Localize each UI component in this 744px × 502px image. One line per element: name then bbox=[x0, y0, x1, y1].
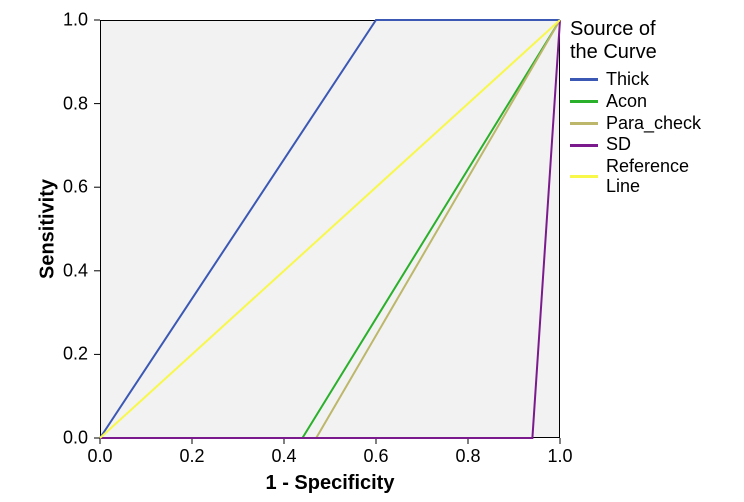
x-axis-label: 1 - Specificity bbox=[266, 472, 395, 495]
x-tick-label: 1.0 bbox=[547, 446, 572, 467]
roc-chart: 1 - Specificity Sensitivity 0.0 0.2 0.4 0.6… bbox=[0, 0, 744, 502]
y-axis-label: Sensitivity bbox=[37, 179, 60, 279]
series-reference-line bbox=[100, 20, 560, 438]
legend-title: Source of the Curve bbox=[570, 18, 701, 64]
legend-swatch bbox=[570, 122, 598, 125]
legend-items: ThickAconPara_checkSDReferenceLine bbox=[570, 70, 701, 197]
legend-label: ReferenceLine bbox=[606, 157, 689, 197]
legend-swatch bbox=[570, 144, 598, 147]
y-tick-label: 1.0 bbox=[63, 10, 88, 31]
plot-lines bbox=[100, 20, 560, 438]
y-tick-label: 0.4 bbox=[63, 260, 88, 281]
legend-swatch bbox=[570, 175, 598, 178]
legend-label: Para_check bbox=[606, 114, 701, 134]
legend-item: Para_check bbox=[570, 114, 701, 134]
legend-label: Acon bbox=[606, 92, 647, 112]
y-tick-label: 0.2 bbox=[63, 344, 88, 365]
y-tick-label: 0.0 bbox=[63, 428, 88, 449]
y-tick-label: 0.6 bbox=[63, 177, 88, 198]
y-tick-label: 0.8 bbox=[63, 93, 88, 114]
legend-swatch bbox=[570, 78, 598, 81]
plot-area bbox=[100, 20, 560, 438]
legend-item: Acon bbox=[570, 92, 701, 112]
x-tick-label: 0.4 bbox=[271, 446, 296, 467]
x-tick-label: 0.6 bbox=[363, 446, 388, 467]
legend-item: SD bbox=[570, 135, 701, 155]
x-tick-label: 0.0 bbox=[87, 446, 112, 467]
legend-label: Thick bbox=[606, 70, 649, 90]
legend: Source of the Curve ThickAconPara_checkS… bbox=[570, 18, 701, 199]
x-tick-label: 0.8 bbox=[455, 446, 480, 467]
legend-label: SD bbox=[606, 135, 631, 155]
legend-swatch bbox=[570, 100, 598, 103]
x-tick-label: 0.2 bbox=[179, 446, 204, 467]
legend-item: ReferenceLine bbox=[570, 157, 701, 197]
legend-item: Thick bbox=[570, 70, 701, 90]
